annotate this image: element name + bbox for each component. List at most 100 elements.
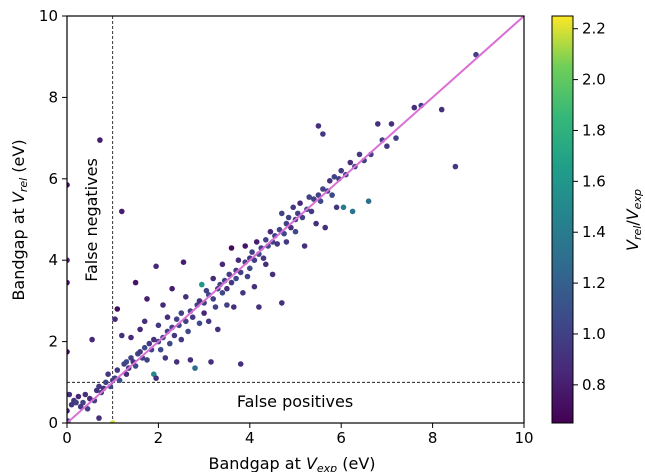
scatter-point [179, 310, 185, 316]
scatter-point [172, 333, 178, 339]
scatter-point [238, 361, 244, 367]
scatter-point [389, 121, 395, 127]
scatter-point [115, 306, 121, 312]
scatter-point [128, 335, 134, 341]
scatter-point [103, 380, 109, 386]
scatter-point [169, 286, 175, 292]
scatter-point [215, 327, 221, 333]
y-tick-label: 6 [48, 170, 58, 188]
scatter-point [213, 304, 219, 310]
y-tick-label: 8 [48, 88, 58, 106]
scatter-point [201, 310, 207, 316]
scatter-point [233, 276, 239, 282]
scatter-point [188, 357, 194, 363]
scatter-point [263, 262, 269, 268]
x-tick-label: 0 [62, 429, 72, 447]
colorbar-ticks: 0.8 1.0 1.2 1.4 1.6 1.8 2.0 2.2 [573, 20, 606, 394]
scatter-point [153, 264, 159, 270]
scatter-point [341, 205, 347, 211]
colorbar-tick-label: 1.8 [582, 121, 606, 139]
scatter-point [174, 316, 180, 322]
scatter-point [375, 121, 381, 127]
scatter-point [316, 123, 322, 129]
scatter-point [270, 272, 276, 278]
scatter-point [229, 245, 235, 251]
scatter-point [350, 209, 356, 215]
scatter-point [208, 359, 214, 365]
scatter-point [199, 282, 205, 288]
scatter-point [412, 105, 418, 111]
scatter-point [190, 314, 196, 320]
scatter-point [293, 229, 299, 235]
scatter-point [105, 371, 111, 377]
scatter-point [334, 205, 340, 211]
y-tick-label: 10 [39, 7, 58, 25]
scatter-point [220, 262, 226, 268]
scatter-point [302, 243, 308, 249]
scatter-point [147, 341, 153, 347]
scatter-point [183, 294, 189, 300]
scatter-point [322, 225, 328, 231]
y-axis-ticks: 0 2 4 6 8 10 [39, 7, 67, 432]
x-axis-ticks: 0 2 4 6 8 10 [62, 423, 533, 447]
scatter-point [231, 304, 237, 310]
scatter-point [96, 415, 102, 421]
scatter-point [124, 359, 130, 365]
scatter-point [252, 284, 258, 290]
scatter-point [153, 375, 159, 381]
scatter-point [133, 280, 139, 286]
scatter-point [165, 314, 171, 320]
scatter-point [210, 276, 216, 282]
scatter-point [89, 337, 95, 343]
scatter-point [97, 137, 103, 143]
x-tick-label: 2 [154, 429, 164, 447]
scatter-point [185, 329, 191, 335]
scatter-point [327, 178, 333, 184]
scatter-point [254, 239, 260, 245]
scatter-point [197, 321, 203, 327]
scatter-point [329, 192, 335, 198]
colorbar-tick-label: 1.4 [582, 223, 606, 241]
scatter-point [284, 239, 290, 245]
scatter-point [142, 319, 148, 325]
scatter-point [297, 200, 303, 206]
y-axis-label: Bandgap at Vrel (eV) [9, 139, 30, 300]
scatter-point [247, 266, 253, 272]
scatter-point [338, 168, 344, 174]
colorbar-tick-label: 2.0 [582, 71, 606, 89]
scatter-point [167, 341, 173, 347]
scatter-point [357, 152, 363, 158]
scatter-point [112, 316, 118, 322]
scatter-point [242, 243, 248, 249]
x-axis-label: Bandgap at Vexp (eV) [208, 454, 375, 472]
scatter-point [76, 394, 82, 400]
scatter-point [320, 131, 326, 137]
scatter-point [80, 400, 86, 406]
scatter-point [206, 319, 212, 325]
scatter-point [119, 209, 125, 215]
scatter-point [236, 257, 242, 263]
scatter-point [192, 365, 198, 371]
y-tick-label: 2 [48, 333, 58, 351]
scatter-point [249, 249, 255, 255]
scatter-point [348, 160, 354, 166]
scatter-point [137, 349, 143, 355]
scatter-point [313, 221, 319, 227]
x-tick-label: 4 [245, 429, 255, 447]
scatter-point [286, 215, 292, 221]
y-tick-label: 0 [48, 414, 58, 432]
colorbar [552, 16, 573, 423]
colorbar-tick-label: 1.2 [582, 274, 606, 292]
scatter-point [290, 205, 296, 211]
scatter-point [73, 400, 79, 406]
scatter-point [119, 333, 125, 339]
scatter-point [279, 300, 285, 306]
scatter-point [181, 259, 187, 265]
scatter-point [279, 211, 285, 217]
scatter-point [384, 143, 390, 149]
scatter-point [224, 286, 230, 292]
scatter-point [393, 135, 399, 141]
y-tick-label: 4 [48, 251, 58, 269]
false-negatives-label: False negatives [82, 158, 101, 282]
scatter-point [158, 347, 164, 353]
